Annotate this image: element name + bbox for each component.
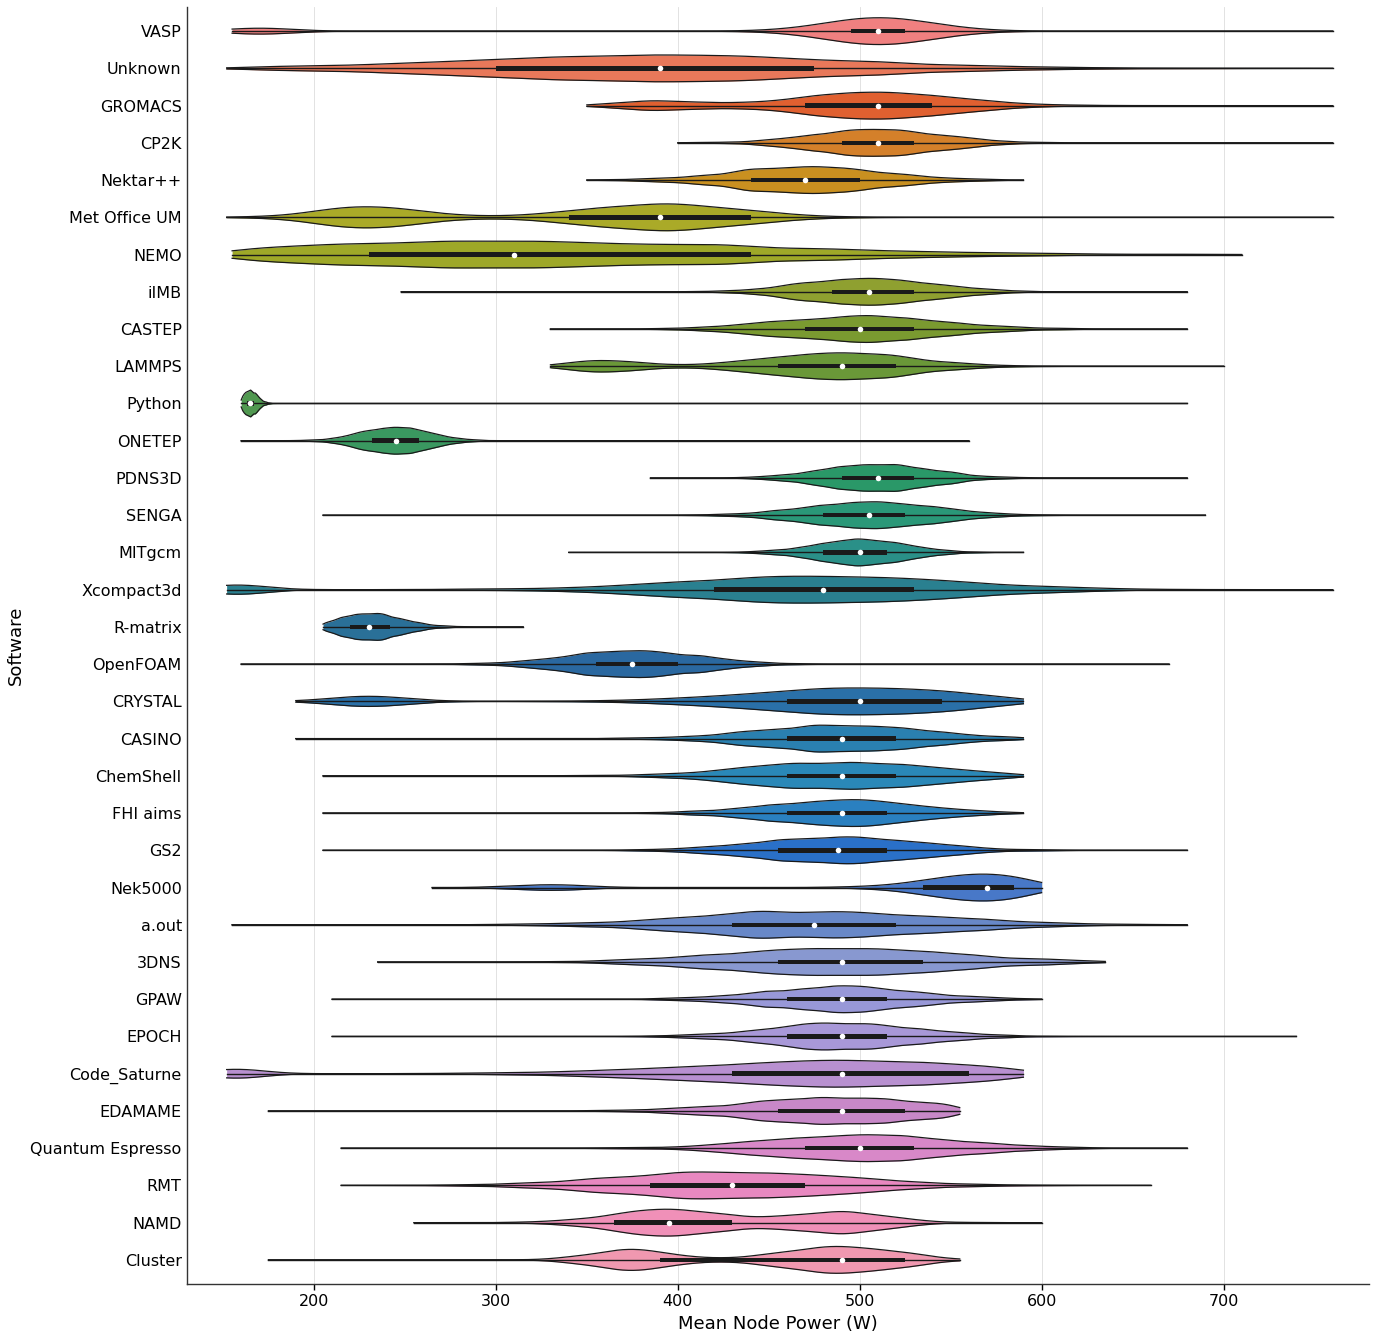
Bar	[787, 737, 896, 741]
Bar	[823, 513, 905, 517]
X-axis label: Mean Node Power (W): Mean Node Power (W)	[678, 1315, 878, 1333]
Bar	[805, 327, 914, 331]
Bar	[777, 959, 923, 965]
Bar	[787, 811, 888, 815]
Bar	[651, 1183, 805, 1187]
Bar	[369, 252, 750, 257]
Bar	[246, 401, 255, 406]
Bar	[659, 1258, 905, 1262]
Bar	[787, 773, 896, 779]
Bar	[842, 476, 914, 480]
Bar	[732, 922, 896, 927]
Bar	[714, 587, 914, 592]
Bar	[732, 1072, 969, 1076]
Bar	[372, 438, 420, 444]
Bar	[805, 1146, 914, 1151]
Bar	[495, 66, 815, 71]
Bar	[614, 1221, 732, 1225]
Bar	[568, 216, 750, 220]
Bar	[787, 997, 888, 1001]
Bar	[842, 141, 914, 145]
Bar	[750, 178, 860, 182]
Bar	[832, 289, 914, 293]
Bar	[777, 848, 888, 852]
Bar	[923, 886, 1014, 890]
Bar	[787, 1034, 888, 1038]
Bar	[805, 103, 933, 107]
Y-axis label: Software: Software	[7, 606, 25, 685]
Bar	[850, 29, 905, 34]
Bar	[777, 364, 896, 368]
Bar	[787, 699, 941, 704]
Bar	[777, 1108, 905, 1114]
Bar	[351, 624, 391, 630]
Bar	[596, 662, 678, 666]
Bar	[823, 551, 888, 555]
